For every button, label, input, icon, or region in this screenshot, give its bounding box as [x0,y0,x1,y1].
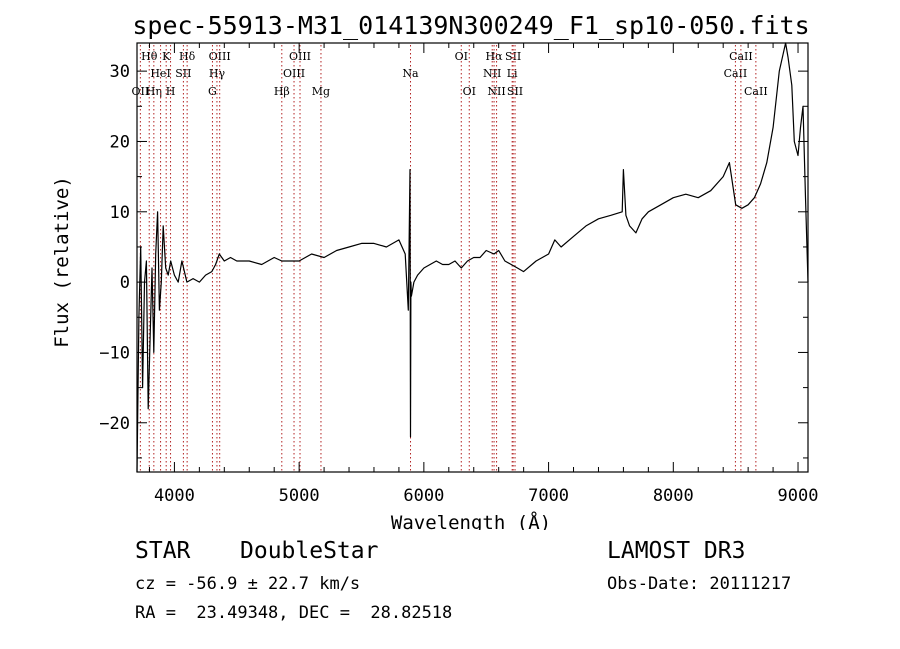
x-tick-label: 7000 [528,486,569,506]
line-marker-label: CaII [729,50,753,63]
line-marker-label: K [162,50,171,63]
coordinates-text: RA = 23.49348, DEC = 28.82518 [135,603,453,623]
line-marker-label: OIII [289,50,311,63]
line-marker-label: Hθ [141,50,158,63]
line-marker-label: Hα [486,50,504,63]
survey-label: LAMOST DR3 [607,538,746,564]
axis-layer: 4000 5000 6000 7000 8000 9000 −20 −10 0 10 20 30 [99,42,819,506]
x-tick-label: 8000 [653,486,694,506]
spectrum-chart: spec-55913-M31_014139N300249_F1_sp10-050… [51,11,819,530]
redshift-text: cz = -56.9 ± 22.7 km/s [135,574,361,594]
subclass-label: DoubleStar [240,538,379,564]
line-marker-label: OIII [209,50,231,63]
line-marker-label: SII [175,67,191,80]
line-marker-label: Hη [146,85,162,98]
line-marker-label: OI [455,50,468,63]
line-marker-label: CaII [724,67,748,80]
chart-title: spec-55913-M31_014139N300249_F1_sp10-050… [132,11,809,40]
line-marker-label: Hδ [179,50,196,63]
y-tick-label: −10 [99,343,130,363]
plot-frame [136,42,809,473]
line-marker-label: NII [483,67,501,80]
line-marker-label: G [208,85,217,98]
line-marker-label: Mg [312,85,330,98]
line-marker-label: NII [487,85,505,98]
line-marker-label: Hβ [274,85,290,98]
plot-layer [136,42,809,473]
y-axis-label: Flux (relative) [51,176,73,348]
spectrum-line [136,42,809,473]
x-tick-label: 5000 [279,486,320,506]
y-tick-label: 20 [110,132,130,152]
line-marker-label: Na [402,67,419,80]
class-label: STAR [135,538,191,564]
line-marker-label: H [166,85,176,98]
line-marker-label: HeI [150,67,170,80]
x-axis-label: Wavelength (Å) [391,511,551,530]
x-tick-label: 4000 [154,486,195,506]
line-marker-label: OIII [283,67,305,80]
line-marker-label: OI [463,85,476,98]
y-tick-label: 30 [110,62,130,82]
line-marker-label: OII [132,85,150,98]
line-marker-label: Li [507,67,518,80]
y-tick-label: 0 [120,273,130,293]
line-marker-label: CaII [744,85,768,98]
line-marker-label: SII [507,85,523,98]
x-tick-label: 6000 [403,486,444,506]
line-marker-label: Hγ [209,67,226,80]
x-tick-label: 9000 [778,486,819,506]
y-tick-label: −20 [99,414,130,434]
y-tick-label: 10 [110,203,130,223]
line-marker-label: SII [505,50,521,63]
obs-date-text: Obs-Date: 20111217 [607,574,792,594]
